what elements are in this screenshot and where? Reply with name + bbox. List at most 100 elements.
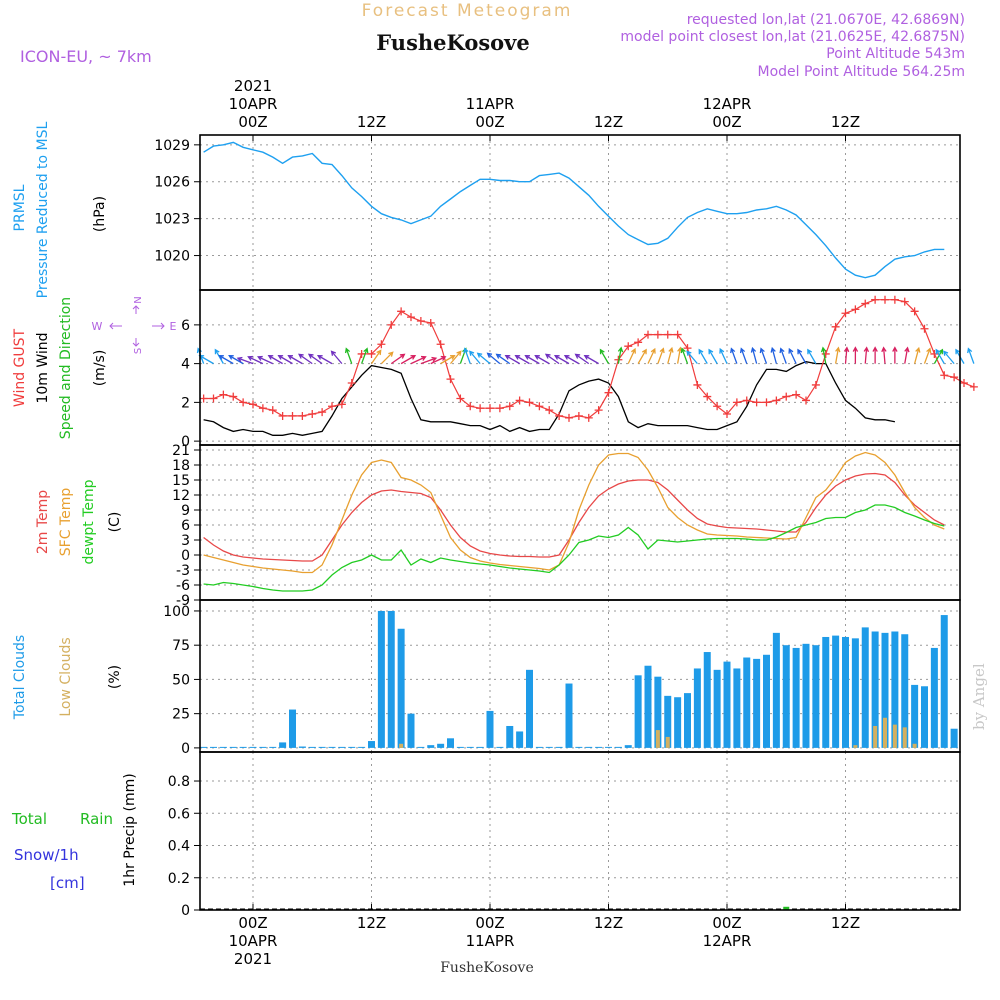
meteogram: Forecast Meteogram FusheKosove ICON-EU, … [0,0,1000,1000]
y-tick-label: 12 [172,488,190,504]
panel-frames [194,135,960,910]
wind-gust-marker [891,296,899,304]
total-clouds-bar [724,662,731,748]
bottom-time-label: 12Z [831,914,860,932]
wind-direction-arrow [836,348,840,364]
total-clouds-bar [753,659,760,748]
temp-label-2m: 2m Temp [35,490,51,554]
precip-label-cm: [cm] [50,874,85,892]
low-clouds-bar [903,727,907,748]
total-clouds-bar [259,747,266,748]
total-clouds-bar [674,697,681,748]
total-clouds-bar [842,637,849,748]
total-clouds-bar [862,627,869,748]
total-clouds-bar [743,658,750,748]
y-tick-label: 0.8 [168,774,190,790]
y-tick-label: 0.2 [168,871,190,887]
bottom-time-label: 12APR [703,932,752,950]
wind-gust-marker [565,414,573,422]
wind-gust-marker [318,408,326,416]
wind-gust-marker [239,398,247,406]
wind-direction-arrow [771,348,776,363]
wind-gust-marker [871,296,879,304]
bottom-time-label: 12Z [357,914,386,932]
total-clouds-bar [684,693,691,748]
total-clouds-bar [477,747,484,748]
total-clouds-bar [368,741,375,748]
total-clouds-bar [240,747,247,748]
wind-gust-marker [427,319,435,327]
total-clouds-bar [941,615,948,748]
bottom-time-label: 00Z [238,914,267,932]
wind-gust-marker [506,402,514,410]
wind-gust-marker [674,331,682,339]
total-clouds-bar [338,747,345,748]
total-clouds-bar [812,645,819,748]
wind-gust-marker [792,391,800,399]
compass-e: E [170,320,177,333]
total-clouds-bar [269,747,276,748]
precip-label-total: Total [11,810,47,828]
dewpoint-line [204,505,945,591]
low-clouds-bar [853,745,857,748]
wind-direction-arrow [638,350,646,364]
total-clouds-bar [299,747,306,748]
wind-direction-arrow [668,348,673,363]
pressure-label-unit: (hPa) [92,196,108,232]
y-tick-label: 0 [181,741,190,757]
y-tick-label: 1023 [154,212,190,228]
low-clouds-bar [873,726,877,748]
wind-direction-arrow [780,349,786,364]
total-clouds-bar [595,747,602,748]
model-name: ICON-EU, ~ 7km [20,47,152,66]
total-clouds-bar [378,611,385,748]
temp-label-sfc: SFC Temp [58,488,74,557]
total-clouds-bar [230,747,237,748]
low-clouds-bar [883,718,887,748]
y-tick-label: 0.4 [168,839,190,855]
time-axis: 202110APR00Z 12Z11APR00Z 12Z12APR00Z 12Z00Z… [229,77,861,968]
total-clouds-bar [793,648,800,748]
footer-station: FusheKosove [440,960,534,976]
wind-gust-marker [289,412,297,420]
wind-gust-marker [802,396,810,404]
requested-lonlat: requested lon,lat (21.0670E, 42.6869N) [687,12,965,28]
total-clouds-bar [210,747,217,748]
y-tick-label: 0.6 [168,806,190,822]
wind-gust-marker [200,395,208,403]
wind-label-gust: Wind GUST [12,328,28,407]
pressure-line [204,142,945,277]
bottom-time-label: 10APR [229,932,278,950]
y-tick-label: 6 [181,518,190,534]
wind-gust-marker [298,412,306,420]
total-clouds-bar [250,747,257,748]
wind-gust-marker [535,402,543,410]
wind-gust-marker [526,398,534,406]
wind-gust-marker [763,398,771,406]
bottom-time-label: 00Z [712,914,741,932]
pressure-frame [200,135,960,290]
total-clouds-bar [803,644,810,748]
total-clouds-bar [585,747,592,748]
wind-direction-arrow [601,350,609,364]
wind-gust-marker [249,400,257,408]
wind-gust-marker [861,300,869,308]
bottom-time-label: 11APR [466,932,515,950]
wind-gust-marker [832,323,840,331]
wind-direction-arrow [789,349,796,364]
clouds-label-low: Low Clouds [58,637,74,716]
wind-direction-arrow [760,349,766,364]
total-clouds-bar [783,645,790,748]
station-title: FusheKosove [376,30,529,55]
wind-direction-arrow [915,348,920,363]
wind-gust-marker [950,373,958,381]
forecast-meteogram-title: Forecast Meteogram [362,1,573,21]
wind-gust-marker [545,406,553,414]
wind-gust-marker [269,406,277,414]
wind-gust-marker [447,375,455,383]
wind-gust-marker [476,404,484,412]
precip-label-rain: Rain [80,810,113,828]
panel-labels: 10201023102610290246-9-6-303691215182102… [11,121,190,919]
total-clouds-bar [496,747,503,748]
point-altitude: Point Altitude 543m [826,46,965,62]
